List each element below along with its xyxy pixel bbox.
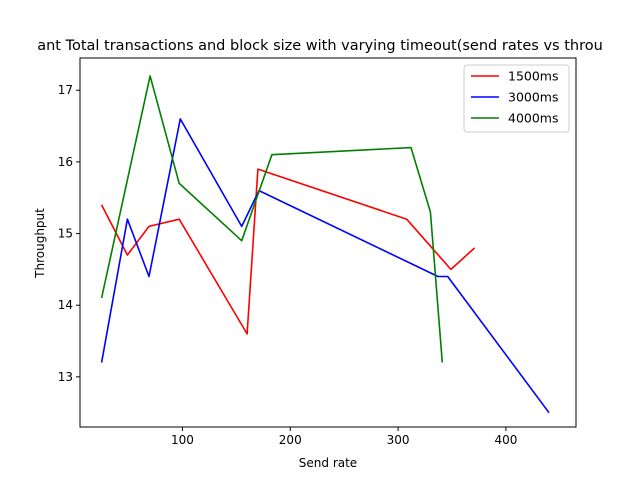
plot-frame (79, 57, 577, 428)
y-axis: 13 14 15 16 17 (58, 83, 80, 384)
y-tick-label: 14 (58, 298, 73, 312)
x-axis: 100 200 300 400 (171, 427, 517, 447)
series-line-3000ms (100, 118, 550, 414)
legend-items: 1500ms 3000ms 4000ms (471, 69, 559, 126)
legend-label-1500ms: 1500ms (508, 69, 559, 84)
legend-label-4000ms: 4000ms (508, 111, 559, 126)
x-tick-label: 300 (387, 433, 410, 447)
y-tick-label: 13 (58, 370, 73, 384)
x-tick-label: 200 (279, 433, 302, 447)
x-axis-label: Send rate (299, 456, 357, 470)
y-axis-label: Throughput (33, 208, 47, 279)
series-line-1500ms (100, 168, 476, 335)
legend-box (463, 64, 570, 133)
legend: 1500ms 3000ms 4000ms (463, 64, 570, 133)
series-layer (100, 75, 550, 414)
y-tick-label: 15 (58, 227, 73, 241)
legend-label-3000ms: 3000ms (508, 90, 559, 105)
x-tick-label: 400 (494, 433, 517, 447)
x-tick-label: 100 (171, 433, 194, 447)
series-line-4000ms (100, 75, 444, 363)
chart-title: ant Total transactions and block size wi… (37, 38, 603, 54)
y-tick-label: 17 (58, 83, 73, 97)
y-tick-label: 16 (58, 155, 73, 169)
